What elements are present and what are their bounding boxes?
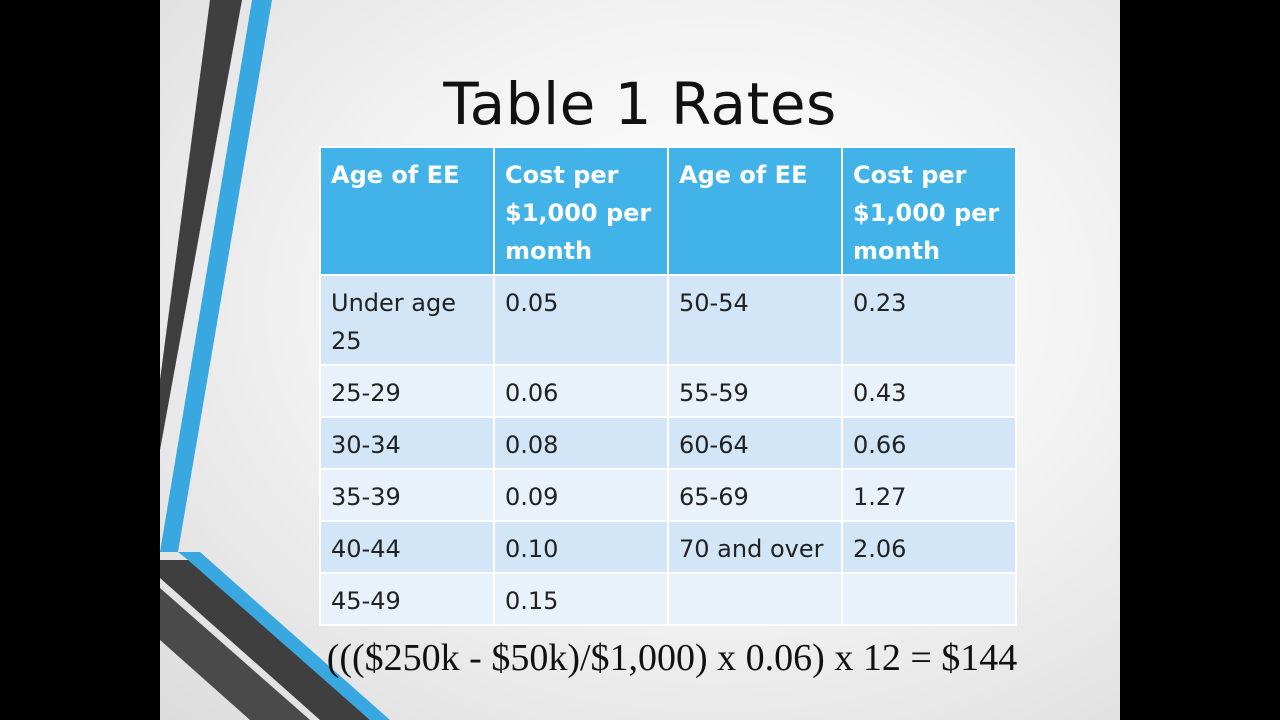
header-cost-right: Cost per $1,000 per month	[841, 146, 1017, 276]
table-cell: 65-69	[667, 468, 843, 522]
decor-stripe-gray-bottom	[160, 560, 370, 720]
table-cell: 0.15	[493, 572, 669, 626]
table-cell: 0.08	[493, 416, 669, 470]
rates-table: Age of EE Cost per $1,000 per month Age …	[319, 146, 1017, 626]
table-cell: 1.27	[841, 468, 1017, 522]
table-cell: 2.06	[841, 520, 1017, 574]
decor-stripe-gray-lower	[160, 588, 310, 720]
header-age-of-ee-left: Age of EE	[319, 146, 495, 276]
table-cell	[667, 572, 843, 626]
slide: Table 1 Rates Age of EE Cost per $1,000 …	[160, 0, 1120, 720]
table-cell: 0.23	[841, 274, 1017, 366]
table-cell: 35-39	[319, 468, 495, 522]
decor-stripe-gray-top	[160, 0, 242, 450]
header-age-of-ee-right: Age of EE	[667, 146, 843, 276]
table-cell: 0.06	[493, 364, 669, 418]
table-cell: 0.05	[493, 274, 669, 366]
table-cell: 70 and over	[667, 520, 843, 574]
table-row: 40-44 0.10 70 and over 2.06	[319, 520, 1017, 574]
table-cell: 25-29	[319, 364, 495, 418]
table-cell: 0.10	[493, 520, 669, 574]
table-cell: 60-64	[667, 416, 843, 470]
table-row: 25-29 0.06 55-59 0.43	[319, 364, 1017, 418]
table-row: 30-34 0.08 60-64 0.66	[319, 416, 1017, 470]
calculation-formula: ((($250k - $50k)/$1,000) x 0.06) x 12 = …	[326, 637, 1018, 679]
decor-stripe-blue-top	[160, 0, 272, 552]
table-cell: 0.66	[841, 416, 1017, 470]
table-cell: 40-44	[319, 520, 495, 574]
table-row: Under age 25 0.05 50-54 0.23	[319, 274, 1017, 366]
table-cell: 50-54	[667, 274, 843, 366]
table-cell	[841, 572, 1017, 626]
table-cell: Under age 25	[319, 274, 495, 366]
table-cell: 55-59	[667, 364, 843, 418]
table-cell: 0.43	[841, 364, 1017, 418]
table-cell: 0.09	[493, 468, 669, 522]
table-cell: 45-49	[319, 572, 495, 626]
table-row: 45-49 0.15	[319, 572, 1017, 626]
decor-stripe-blue-bottom	[178, 552, 390, 720]
table-cell: 30-34	[319, 416, 495, 470]
header-cost-left: Cost per $1,000 per month	[493, 146, 669, 276]
slide-decoration	[160, 0, 390, 720]
table-header-row: Age of EE Cost per $1,000 per month Age …	[319, 146, 1017, 276]
table-row: 35-39 0.09 65-69 1.27	[319, 468, 1017, 522]
slide-title: Table 1 Rates	[443, 70, 837, 138]
